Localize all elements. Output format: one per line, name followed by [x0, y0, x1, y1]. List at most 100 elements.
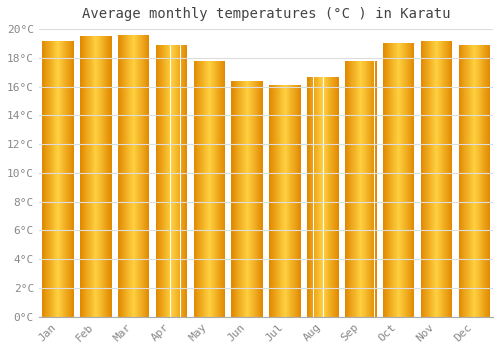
Bar — [98, 36, 99, 317]
Bar — [422, 41, 423, 317]
Bar — [322, 77, 323, 317]
Bar — [64, 41, 65, 317]
Bar — [180, 45, 181, 317]
Bar — [57, 41, 58, 317]
Bar — [126, 35, 127, 317]
Bar — [316, 77, 317, 317]
Bar — [475, 45, 476, 317]
Bar — [132, 35, 133, 317]
Bar — [210, 61, 211, 317]
Bar — [95, 36, 96, 317]
Bar — [352, 61, 353, 317]
Bar — [425, 41, 426, 317]
Bar — [390, 43, 391, 317]
Bar — [399, 43, 400, 317]
Title: Average monthly temperatures (°C ) in Karatu: Average monthly temperatures (°C ) in Ka… — [82, 7, 450, 21]
Bar — [146, 35, 147, 317]
Bar — [488, 45, 489, 317]
Bar — [388, 43, 389, 317]
Bar — [200, 61, 201, 317]
Bar — [86, 36, 87, 317]
Bar — [108, 36, 109, 317]
Bar — [351, 61, 352, 317]
Bar — [391, 43, 392, 317]
Bar — [284, 85, 285, 317]
Bar — [96, 36, 97, 317]
Bar — [311, 77, 312, 317]
Bar — [357, 61, 358, 317]
Bar — [186, 45, 187, 317]
Bar — [356, 61, 357, 317]
Bar — [285, 85, 286, 317]
Bar — [123, 35, 124, 317]
Bar — [149, 35, 150, 317]
Bar — [335, 77, 336, 317]
Bar — [403, 43, 404, 317]
Bar — [295, 85, 296, 317]
Bar — [445, 41, 446, 317]
Bar — [371, 61, 372, 317]
Bar — [297, 85, 298, 317]
Bar — [243, 81, 244, 317]
Bar — [279, 85, 280, 317]
Bar — [135, 35, 136, 317]
Bar — [125, 35, 126, 317]
Bar — [368, 61, 369, 317]
Bar — [482, 45, 483, 317]
Bar — [314, 77, 315, 317]
Bar — [292, 85, 293, 317]
Bar — [66, 41, 67, 317]
Bar — [310, 77, 311, 317]
Bar — [426, 41, 427, 317]
Bar — [406, 43, 407, 317]
Bar — [458, 45, 459, 317]
Bar — [260, 81, 261, 317]
Bar — [148, 35, 149, 317]
Bar — [139, 35, 140, 317]
Bar — [402, 43, 403, 317]
Bar — [61, 41, 62, 317]
Bar — [423, 41, 424, 317]
Bar — [174, 45, 175, 317]
Bar — [474, 45, 475, 317]
Bar — [325, 77, 326, 317]
Bar — [177, 45, 178, 317]
Bar — [140, 35, 141, 317]
Bar — [309, 77, 310, 317]
Bar — [315, 77, 316, 317]
Bar — [336, 77, 337, 317]
Bar — [479, 45, 480, 317]
Bar — [300, 85, 301, 317]
Bar — [141, 35, 142, 317]
Bar — [286, 85, 287, 317]
Bar — [131, 35, 132, 317]
Bar — [298, 85, 299, 317]
Bar — [224, 61, 225, 317]
Bar — [245, 81, 246, 317]
Bar — [392, 43, 393, 317]
Bar — [361, 61, 362, 317]
Bar — [198, 61, 199, 317]
Bar — [476, 45, 477, 317]
Bar — [442, 41, 443, 317]
Bar — [461, 45, 462, 317]
Bar — [313, 77, 314, 317]
Bar — [142, 35, 143, 317]
Bar — [449, 41, 450, 317]
Bar — [262, 81, 263, 317]
Bar — [208, 61, 209, 317]
Bar — [276, 85, 277, 317]
Bar — [121, 35, 122, 317]
Bar — [161, 45, 162, 317]
Bar — [345, 61, 346, 317]
Bar — [205, 61, 206, 317]
Bar — [52, 41, 54, 317]
Bar — [164, 45, 165, 317]
Bar — [294, 85, 295, 317]
Bar — [187, 45, 188, 317]
Bar — [489, 45, 490, 317]
Bar — [375, 61, 376, 317]
Bar — [404, 43, 405, 317]
Bar — [60, 41, 61, 317]
Bar — [477, 45, 478, 317]
